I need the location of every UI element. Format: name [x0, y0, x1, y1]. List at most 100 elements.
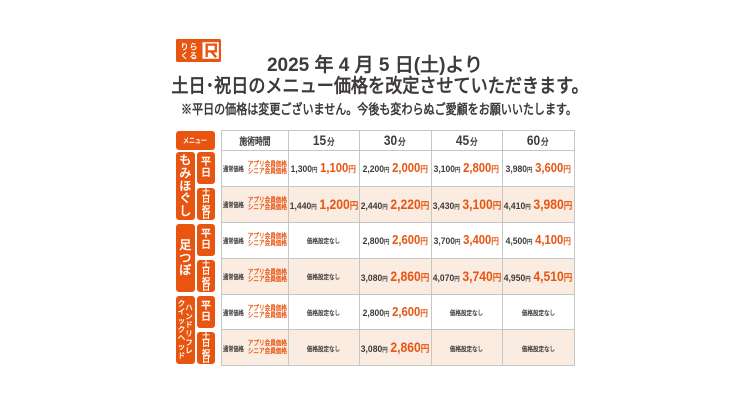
member-price: 1,200円 [319, 196, 359, 212]
weekday-cell: 平日 [197, 296, 215, 328]
yen-unit: 円 [348, 164, 357, 175]
weekend-cell: 土日・祝日 [197, 188, 215, 220]
no-price-label: 価格設定なし [307, 238, 341, 246]
normal-price: 4,950円 [504, 272, 531, 284]
normal-price: 3,080円 [361, 272, 388, 284]
price-cell: 4,500円 4,100円 [503, 222, 574, 258]
price-pair: 3,430円 3,100円 [433, 197, 501, 212]
duration-number: 45 [455, 132, 470, 148]
normal-price: 1,440円 [289, 200, 317, 212]
yen-unit: 円 [453, 204, 460, 211]
member-price: 3,980円 [533, 196, 573, 212]
price-type-labels: 通常価格 アプリ会員価格 シニア会員価格 [223, 197, 287, 212]
price-cell: 3,080円 2,860円 [360, 330, 431, 366]
yen-unit: 円 [382, 348, 388, 355]
vertical-char: 祝 [201, 275, 211, 286]
member-price: 2,860円 [390, 340, 430, 356]
normal-price: 2,800円 [362, 308, 390, 319]
vertical-char: 日 [201, 282, 211, 293]
yen-unit: 円 [525, 204, 531, 211]
member-price: 3,100円 [462, 196, 502, 212]
vertical-char: レ [185, 346, 193, 356]
price-cell: 1,440円 1,200円 [288, 186, 359, 222]
vertical-char: 平 [201, 300, 211, 312]
price-pair: 3,080円 2,860円 [361, 340, 429, 355]
price-table: 施術時間 15 分 30 分 45 分 60 分通常価格 アプリ会員価格 シニア会員価格 1,300円… [220, 130, 575, 367]
price-cell: 2,800円 2,600円 [360, 222, 431, 258]
category-cell-1: 足つぼ [176, 224, 195, 292]
member-price-label: アプリ会員価格 シニア会員価格 [247, 268, 287, 284]
no-price-label: 価格設定なし [307, 345, 341, 353]
price-type-labels: 通常価格 アプリ会員価格 シニア会員価格 [223, 233, 287, 248]
yen-unit: 円 [312, 168, 318, 175]
price-pair: 4,950円 4,510円 [504, 269, 572, 284]
member-price: 2,600円 [392, 233, 428, 248]
price-cell: 3,980円 3,600円 [503, 151, 574, 186]
member-price: 4,510円 [533, 268, 573, 284]
vertical-char: ッ [177, 315, 186, 325]
price-cell: 2,200円 2,000円 [360, 151, 431, 186]
weekend-cell: 土日・祝日 [197, 260, 215, 292]
yen-unit: 円 [563, 236, 571, 247]
duration-number: 30 [384, 132, 398, 148]
price-cell: 1,300円 1,100円 [288, 151, 359, 186]
yen-unit: 円 [492, 272, 502, 284]
vertical-label: もみほぐし [179, 154, 191, 218]
vertical-label: 土日・祝日 [201, 186, 211, 219]
member-price-label: アプリ会員価格 シニア会員価格 [247, 340, 287, 355]
normal-price: 2,200円 [362, 164, 390, 176]
vertical-char: リ [185, 328, 193, 338]
vertical-label: 平日 [201, 157, 211, 180]
logo-kana-row1: りら [181, 43, 199, 52]
yen-unit: 円 [491, 236, 500, 247]
duration-header-15min: 15 分 [288, 131, 359, 150]
price-cell: 4,410円 3,980円 [503, 186, 574, 222]
normal-price-label: 通常価格 [222, 202, 244, 210]
price-type-label-cell: 通常価格 アプリ会員価格 シニア会員価格 [221, 330, 288, 366]
vertical-label: 平日 [201, 301, 211, 324]
normal-price: 4,500円 [505, 236, 533, 248]
duration-unit: 分 [326, 137, 335, 147]
vertical-char: ・ [202, 200, 209, 207]
vertical-char: 日 [201, 193, 211, 204]
price-pair: 4,500円 4,100円 [506, 233, 571, 247]
rirakuru-logo: りら くる [176, 39, 221, 62]
vertical-char: ・ [202, 272, 209, 279]
price-cell: 4,950円 4,510円 [503, 258, 574, 294]
price-type-labels: 通常価格 アプリ会員価格 シニア会員価格 [223, 340, 287, 355]
vertical-char: も [179, 153, 192, 167]
member-price: 2,860円 [390, 268, 430, 284]
vertical-char: 祝 [201, 347, 211, 358]
logo-r-mark [205, 43, 218, 59]
duration-label: 15 分 [313, 133, 335, 148]
yen-unit: 円 [310, 204, 317, 211]
normal-price: 3,700円 [434, 236, 461, 248]
price-cell: 価格設定なし [431, 330, 502, 366]
vertical-char: ヘ [177, 333, 186, 343]
time-header-label: 施術時間 [238, 137, 271, 148]
vertical-char: 平 [201, 228, 211, 240]
price-pair: 1,440円 1,200円 [290, 197, 358, 212]
normal-price: 4,410円 [504, 200, 531, 212]
member-price: 2,800円 [463, 161, 500, 176]
member-price: 2,000円 [392, 161, 428, 176]
vertical-char: ド [185, 320, 193, 330]
vertical-label: 土日・祝日 [201, 330, 211, 363]
price-pair: 2,800円 2,600円 [363, 233, 428, 247]
vertical-char: 土 [201, 330, 211, 341]
weekend-cell: 土日・祝日 [197, 332, 215, 364]
vertical-char: 土 [201, 186, 211, 197]
yen-unit: 円 [526, 168, 533, 175]
yen-unit: 円 [349, 200, 359, 212]
price-cell: 価格設定なし [288, 222, 359, 258]
member-price: 3,400円 [463, 233, 500, 248]
yen-unit: 円 [382, 204, 388, 211]
price-cell: 価格設定なし [288, 258, 359, 294]
yen-unit: 円 [383, 240, 390, 247]
yen-unit: 円 [420, 272, 430, 284]
price-pair: 3,080円 2,860円 [361, 269, 429, 284]
vertical-label: 足つぼ [179, 238, 191, 277]
normal-price-label: 通常価格 [222, 166, 244, 174]
normal-price: 3,430円 [432, 200, 460, 212]
yen-unit: 円 [420, 308, 428, 318]
